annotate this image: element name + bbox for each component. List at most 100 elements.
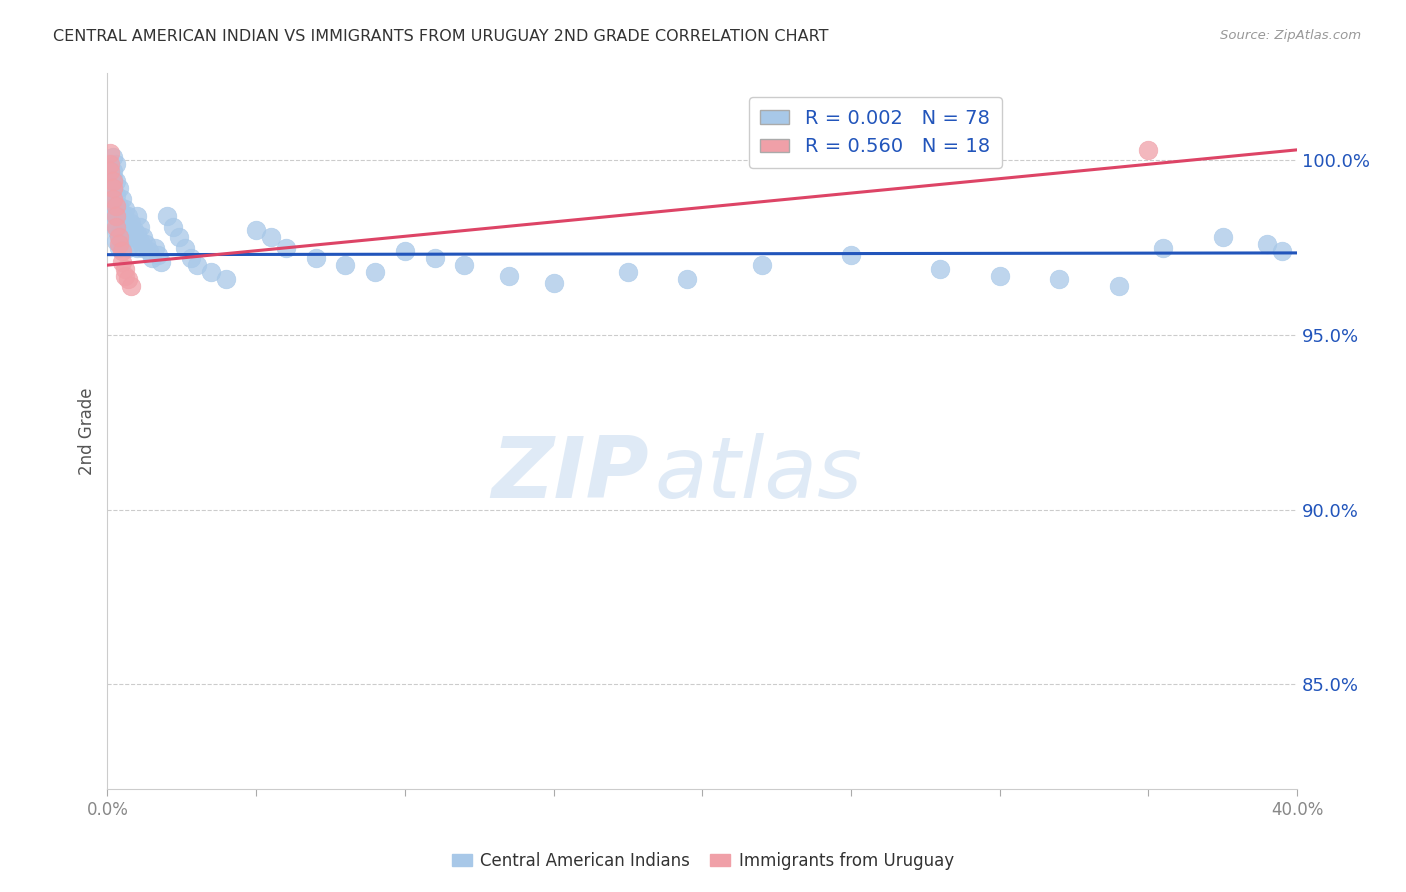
Point xyxy=(129,234,152,248)
Point xyxy=(98,178,121,192)
Point xyxy=(498,268,520,283)
Point xyxy=(260,230,283,244)
Point xyxy=(120,230,142,244)
Point xyxy=(111,205,134,219)
Point xyxy=(108,230,131,244)
Point xyxy=(114,202,136,217)
Point xyxy=(274,241,297,255)
Point xyxy=(132,230,155,244)
Point xyxy=(122,223,145,237)
Text: atlas: atlas xyxy=(655,433,863,516)
Point xyxy=(108,237,131,252)
Point xyxy=(1047,272,1070,286)
Point xyxy=(143,241,166,255)
Point xyxy=(105,219,128,234)
Point xyxy=(215,272,238,286)
Point xyxy=(103,170,125,185)
Point xyxy=(141,251,163,265)
Point xyxy=(114,212,136,227)
Point xyxy=(173,241,195,255)
Point xyxy=(105,205,128,219)
Legend: Central American Indians, Immigrants from Uruguay: Central American Indians, Immigrants fro… xyxy=(446,846,960,877)
Point xyxy=(127,227,149,241)
Point xyxy=(103,205,125,219)
Point xyxy=(108,181,131,195)
Point xyxy=(117,241,139,255)
Point xyxy=(111,192,134,206)
Point xyxy=(114,261,136,276)
Point xyxy=(1271,244,1294,259)
Point xyxy=(304,251,326,265)
Point xyxy=(108,209,131,223)
Point xyxy=(117,272,139,286)
Point xyxy=(149,254,172,268)
Text: Source: ZipAtlas.com: Source: ZipAtlas.com xyxy=(1220,29,1361,42)
Legend: R = 0.002   N = 78, R = 0.560   N = 18: R = 0.002 N = 78, R = 0.560 N = 18 xyxy=(748,97,1002,168)
Point xyxy=(617,265,640,279)
Point xyxy=(111,244,134,259)
Point xyxy=(117,223,139,237)
Point xyxy=(98,161,121,175)
Point xyxy=(1108,279,1130,293)
Point xyxy=(1152,241,1174,255)
Point xyxy=(988,268,1011,283)
Point xyxy=(114,268,136,283)
Text: CENTRAL AMERICAN INDIAN VS IMMIGRANTS FROM URUGUAY 2ND GRADE CORRELATION CHART: CENTRAL AMERICAN INDIAN VS IMMIGRANTS FR… xyxy=(53,29,830,44)
Point xyxy=(839,247,862,261)
Point xyxy=(103,150,125,164)
Point xyxy=(162,219,184,234)
Point xyxy=(103,216,125,230)
Point xyxy=(120,279,142,293)
Point xyxy=(108,241,131,255)
Point xyxy=(103,163,125,178)
Point xyxy=(127,241,149,255)
Point xyxy=(98,167,121,181)
Point xyxy=(135,237,157,252)
Point xyxy=(103,192,125,206)
Point xyxy=(186,258,208,272)
Point xyxy=(103,195,125,210)
Point xyxy=(394,244,416,259)
Point xyxy=(167,230,190,244)
Text: ZIP: ZIP xyxy=(491,433,648,516)
Point xyxy=(98,188,121,202)
Point xyxy=(146,247,169,261)
Point xyxy=(180,251,202,265)
Point xyxy=(364,265,387,279)
Point xyxy=(129,219,152,234)
Point xyxy=(676,272,699,286)
Point xyxy=(156,209,179,223)
Point xyxy=(127,209,149,223)
Point xyxy=(138,244,160,259)
Point xyxy=(423,251,446,265)
Point xyxy=(200,265,222,279)
Point xyxy=(98,146,121,161)
Y-axis label: 2nd Grade: 2nd Grade xyxy=(79,387,96,475)
Point xyxy=(105,234,128,248)
Point xyxy=(105,188,128,202)
Point xyxy=(111,219,134,234)
Point xyxy=(103,174,125,188)
Point xyxy=(105,157,128,171)
Point xyxy=(111,254,134,268)
Point xyxy=(103,181,125,195)
Point xyxy=(245,223,267,237)
Point xyxy=(335,258,357,272)
Point xyxy=(98,157,121,171)
Point xyxy=(114,230,136,244)
Point xyxy=(1212,230,1234,244)
Point xyxy=(453,258,475,272)
Point xyxy=(111,237,134,252)
Point xyxy=(98,163,121,178)
Point xyxy=(120,216,142,230)
Point xyxy=(105,174,128,188)
Point xyxy=(751,258,773,272)
Point xyxy=(108,199,131,213)
Point xyxy=(1137,143,1160,157)
Point xyxy=(105,209,128,223)
Point xyxy=(105,223,128,237)
Point xyxy=(132,241,155,255)
Point xyxy=(929,261,952,276)
Point xyxy=(108,227,131,241)
Point xyxy=(543,276,565,290)
